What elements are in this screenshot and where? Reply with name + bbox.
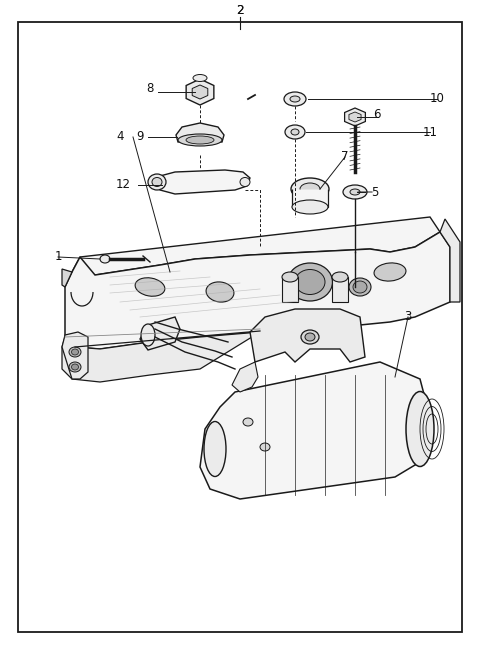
Ellipse shape — [204, 421, 226, 476]
Polygon shape — [62, 269, 72, 287]
Ellipse shape — [288, 263, 333, 301]
Polygon shape — [140, 317, 180, 350]
Polygon shape — [292, 189, 328, 207]
Ellipse shape — [349, 278, 371, 296]
Ellipse shape — [135, 278, 165, 296]
Ellipse shape — [285, 125, 305, 139]
Ellipse shape — [72, 364, 79, 370]
Polygon shape — [62, 332, 88, 379]
Ellipse shape — [141, 324, 155, 346]
Text: 1: 1 — [54, 250, 62, 263]
Ellipse shape — [186, 136, 214, 144]
Ellipse shape — [291, 129, 299, 135]
Text: 9: 9 — [136, 131, 144, 144]
Polygon shape — [250, 309, 365, 362]
Polygon shape — [232, 362, 258, 392]
Text: 10: 10 — [430, 93, 444, 105]
Ellipse shape — [343, 185, 367, 199]
Ellipse shape — [284, 92, 306, 106]
Text: 6: 6 — [373, 107, 381, 120]
Ellipse shape — [292, 200, 328, 214]
Ellipse shape — [374, 263, 406, 281]
Ellipse shape — [282, 272, 298, 282]
Ellipse shape — [148, 174, 166, 190]
Text: 2: 2 — [236, 5, 244, 17]
Ellipse shape — [193, 74, 207, 82]
Ellipse shape — [290, 96, 300, 102]
Ellipse shape — [350, 189, 360, 195]
Ellipse shape — [301, 330, 319, 344]
Ellipse shape — [243, 418, 253, 426]
Ellipse shape — [152, 177, 162, 186]
Polygon shape — [345, 108, 365, 126]
Text: 8: 8 — [146, 83, 154, 96]
Ellipse shape — [406, 391, 434, 466]
Ellipse shape — [100, 255, 110, 263]
Ellipse shape — [69, 362, 81, 372]
Text: 2: 2 — [236, 5, 244, 17]
Polygon shape — [186, 79, 214, 105]
Ellipse shape — [260, 443, 270, 451]
Ellipse shape — [295, 270, 325, 294]
Text: 5: 5 — [372, 186, 379, 199]
Polygon shape — [65, 232, 450, 349]
Polygon shape — [440, 219, 460, 302]
Ellipse shape — [353, 281, 367, 293]
Ellipse shape — [291, 178, 329, 200]
Polygon shape — [192, 85, 208, 99]
Text: 3: 3 — [404, 311, 412, 324]
Ellipse shape — [300, 183, 320, 195]
Text: 11: 11 — [422, 126, 437, 138]
Ellipse shape — [178, 134, 222, 146]
Text: 7: 7 — [341, 151, 349, 164]
Text: 4: 4 — [116, 131, 124, 144]
Polygon shape — [349, 112, 361, 122]
Text: 12: 12 — [116, 179, 131, 192]
Polygon shape — [72, 217, 440, 275]
Polygon shape — [282, 277, 298, 302]
Polygon shape — [62, 332, 260, 382]
Ellipse shape — [206, 282, 234, 302]
Ellipse shape — [69, 347, 81, 357]
Polygon shape — [155, 170, 250, 194]
Ellipse shape — [240, 177, 250, 186]
Ellipse shape — [332, 272, 348, 282]
Ellipse shape — [305, 333, 315, 341]
Polygon shape — [200, 362, 430, 499]
Polygon shape — [176, 123, 224, 142]
Ellipse shape — [72, 349, 79, 355]
Polygon shape — [332, 277, 348, 302]
